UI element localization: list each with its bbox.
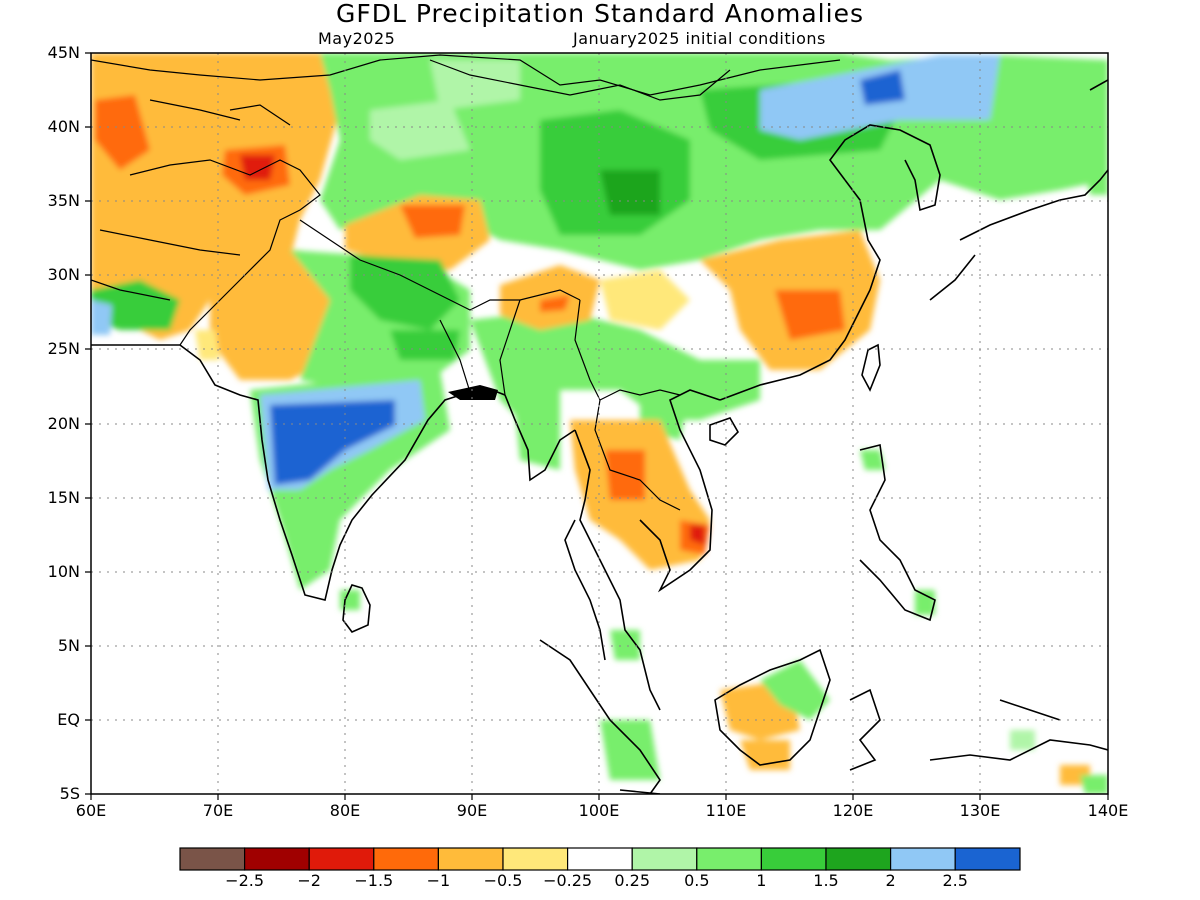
- anomaly-field: [91, 53, 1108, 794]
- political-borders: [91, 54, 841, 511]
- colorbar-label: 0.25: [614, 871, 650, 890]
- bangladesh-coast: [448, 385, 498, 400]
- colorbar-label: 0.5: [684, 871, 710, 890]
- colorbar-label: −1: [426, 871, 451, 890]
- colorbar-label: 2.5: [942, 871, 968, 890]
- colorbar-box-12: [954, 847, 1021, 871]
- colorbar-box-2: [308, 847, 375, 871]
- colorbar-label: −1.5: [354, 871, 394, 890]
- colorbar-label: 2: [885, 871, 896, 890]
- colorbar-box-8: [696, 847, 762, 871]
- colorbar-label: −0.5: [483, 871, 523, 890]
- colorbar-box-9: [760, 847, 827, 871]
- colorbar-box-4: [437, 847, 504, 871]
- colorbar-label: −0.25: [543, 871, 593, 890]
- lat-tick-label: 25N: [47, 339, 80, 358]
- lat-tick-label: 30N: [47, 265, 80, 284]
- lat-tick-label: 10N: [47, 562, 80, 581]
- colorbar-box-0: [179, 847, 246, 871]
- coastlines: [91, 79, 1108, 794]
- lon-tick-label: 100E: [578, 801, 620, 820]
- lon-tick-label: 70E: [202, 801, 234, 820]
- lat-tick-label: 45N: [47, 43, 80, 62]
- colorbar: [179, 847, 1021, 871]
- lon-tick-label: 120E: [832, 801, 874, 820]
- lat-tick-label: 5N: [57, 636, 80, 655]
- colorbar-box-3: [373, 847, 439, 871]
- colorbar-label: −2: [297, 871, 321, 890]
- lon-tick-label: 60E: [75, 801, 107, 820]
- colorbar-box-10: [825, 847, 892, 871]
- colorbar-box-7: [631, 847, 698, 871]
- lat-tick-label: 5S: [59, 784, 80, 803]
- colorbar-box-11: [889, 847, 956, 871]
- colorbar-box-1: [244, 847, 310, 871]
- colorbar-box-5: [502, 847, 569, 871]
- lon-tick-label: 90E: [456, 801, 488, 820]
- map-title: GFDL Precipitation Standard Anomalies: [336, 0, 864, 28]
- colorbar-label: 1.5: [813, 871, 839, 890]
- colorbar-label: 1: [756, 871, 767, 890]
- lon-tick-label: 80E: [329, 801, 361, 820]
- colorbar-box-6: [566, 847, 633, 871]
- lat-tick-label: EQ: [57, 710, 80, 729]
- colorbar-label: −2.5: [225, 871, 265, 890]
- lat-tick-label: 35N: [47, 191, 80, 210]
- lat-tick-label: 40N: [47, 117, 80, 136]
- axis-ticks: [85, 52, 1109, 800]
- lon-tick-label: 110E: [705, 801, 747, 820]
- initial-conditions: January2025 initial conditions: [573, 29, 826, 48]
- lon-tick-label: 130E: [959, 801, 1001, 820]
- lat-tick-label: 20N: [47, 414, 80, 433]
- forecast-month: May2025: [318, 29, 396, 48]
- lat-tick-label: 15N: [47, 488, 80, 507]
- lon-tick-label: 140E: [1087, 801, 1129, 820]
